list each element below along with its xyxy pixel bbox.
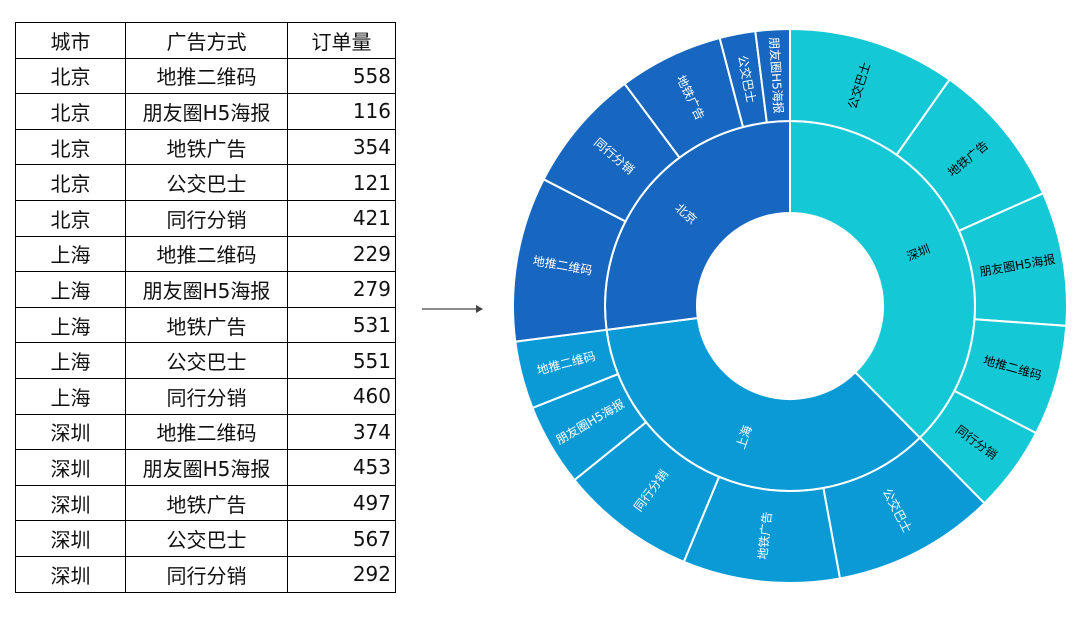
table-row: 深圳 同行分销 292 bbox=[15, 555, 396, 593]
table-cell: 531 bbox=[287, 306, 396, 344]
table-cell: 同行分销 bbox=[125, 199, 288, 237]
table-cell: 497 bbox=[287, 484, 396, 522]
table-row: 深圳 朋友圈H5海报 453 bbox=[15, 449, 396, 486]
table-cell: 374 bbox=[287, 413, 396, 451]
table-row: 上海 同行分销 460 bbox=[15, 377, 396, 415]
table-row: 上海 朋友圈H5海报 279 bbox=[15, 271, 396, 308]
table-cell: 深圳 bbox=[15, 449, 126, 486]
table-row: 北京 公交巴士 121 bbox=[15, 164, 396, 201]
city-label: 上海 bbox=[733, 423, 755, 451]
table-cell: 地推二维码 bbox=[125, 235, 288, 273]
table-cell: 279 bbox=[287, 271, 396, 308]
table-cell: 567 bbox=[287, 520, 396, 557]
table-cell: 地推二维码 bbox=[125, 413, 288, 451]
table-cell: 453 bbox=[287, 449, 396, 486]
channel-arc bbox=[754, 27, 791, 124]
table-cell: 421 bbox=[287, 199, 396, 237]
table-cell: 558 bbox=[287, 57, 396, 95]
table-cell: 上海 bbox=[15, 271, 126, 308]
data-table: 城市 广告方式 订单量 北京 地推二维码 558 北京 朋友圈H5海报 116 北京 地铁广告 354… bbox=[15, 22, 396, 593]
table-row: 深圳 公交巴士 567 bbox=[15, 520, 396, 557]
table-cell: 地铁广告 bbox=[125, 484, 288, 522]
table-cell: 深圳 bbox=[15, 484, 126, 522]
channel-label: 朋友圈H5海报 bbox=[767, 37, 787, 114]
table-row: 深圳 地推二维码 374 bbox=[15, 413, 396, 451]
table-cell: 深圳 bbox=[15, 520, 126, 557]
table-cell: 地铁广告 bbox=[125, 128, 288, 166]
table-row: 北京 地铁广告 354 bbox=[15, 128, 396, 166]
header-cell: 广告方式 bbox=[125, 22, 288, 59]
table-row: 上海 地铁广告 531 bbox=[15, 306, 396, 344]
table-cell: 深圳 bbox=[15, 413, 126, 451]
header-cell: 城市 bbox=[15, 22, 126, 59]
table-cell: 229 bbox=[287, 235, 396, 273]
table-cell: 上海 bbox=[15, 306, 126, 344]
channel-label: 地铁广告 bbox=[756, 511, 775, 560]
table-cell: 354 bbox=[287, 128, 396, 166]
table-cell: 同行分销 bbox=[125, 377, 288, 415]
table-cell: 北京 bbox=[15, 128, 126, 166]
table-cell: 公交巴士 bbox=[125, 342, 288, 379]
header-row: 城市 广告方式 订单量 bbox=[15, 22, 396, 59]
table-row: 深圳 地铁广告 497 bbox=[15, 484, 396, 522]
table-cell: 公交巴士 bbox=[125, 520, 288, 557]
header-cell: 订单量 bbox=[287, 22, 396, 59]
table-row: 北京 同行分销 421 bbox=[15, 199, 396, 237]
table-cell: 朋友圈H5海报 bbox=[125, 271, 288, 308]
table-row: 上海 地推二维码 229 bbox=[15, 235, 396, 273]
table-cell: 同行分销 bbox=[125, 555, 288, 593]
table-cell: 292 bbox=[287, 555, 396, 593]
table-cell: 朋友圈H5海报 bbox=[125, 93, 288, 130]
arrow-head bbox=[476, 305, 483, 313]
table-cell: 460 bbox=[287, 377, 396, 415]
table-cell: 121 bbox=[287, 164, 396, 201]
